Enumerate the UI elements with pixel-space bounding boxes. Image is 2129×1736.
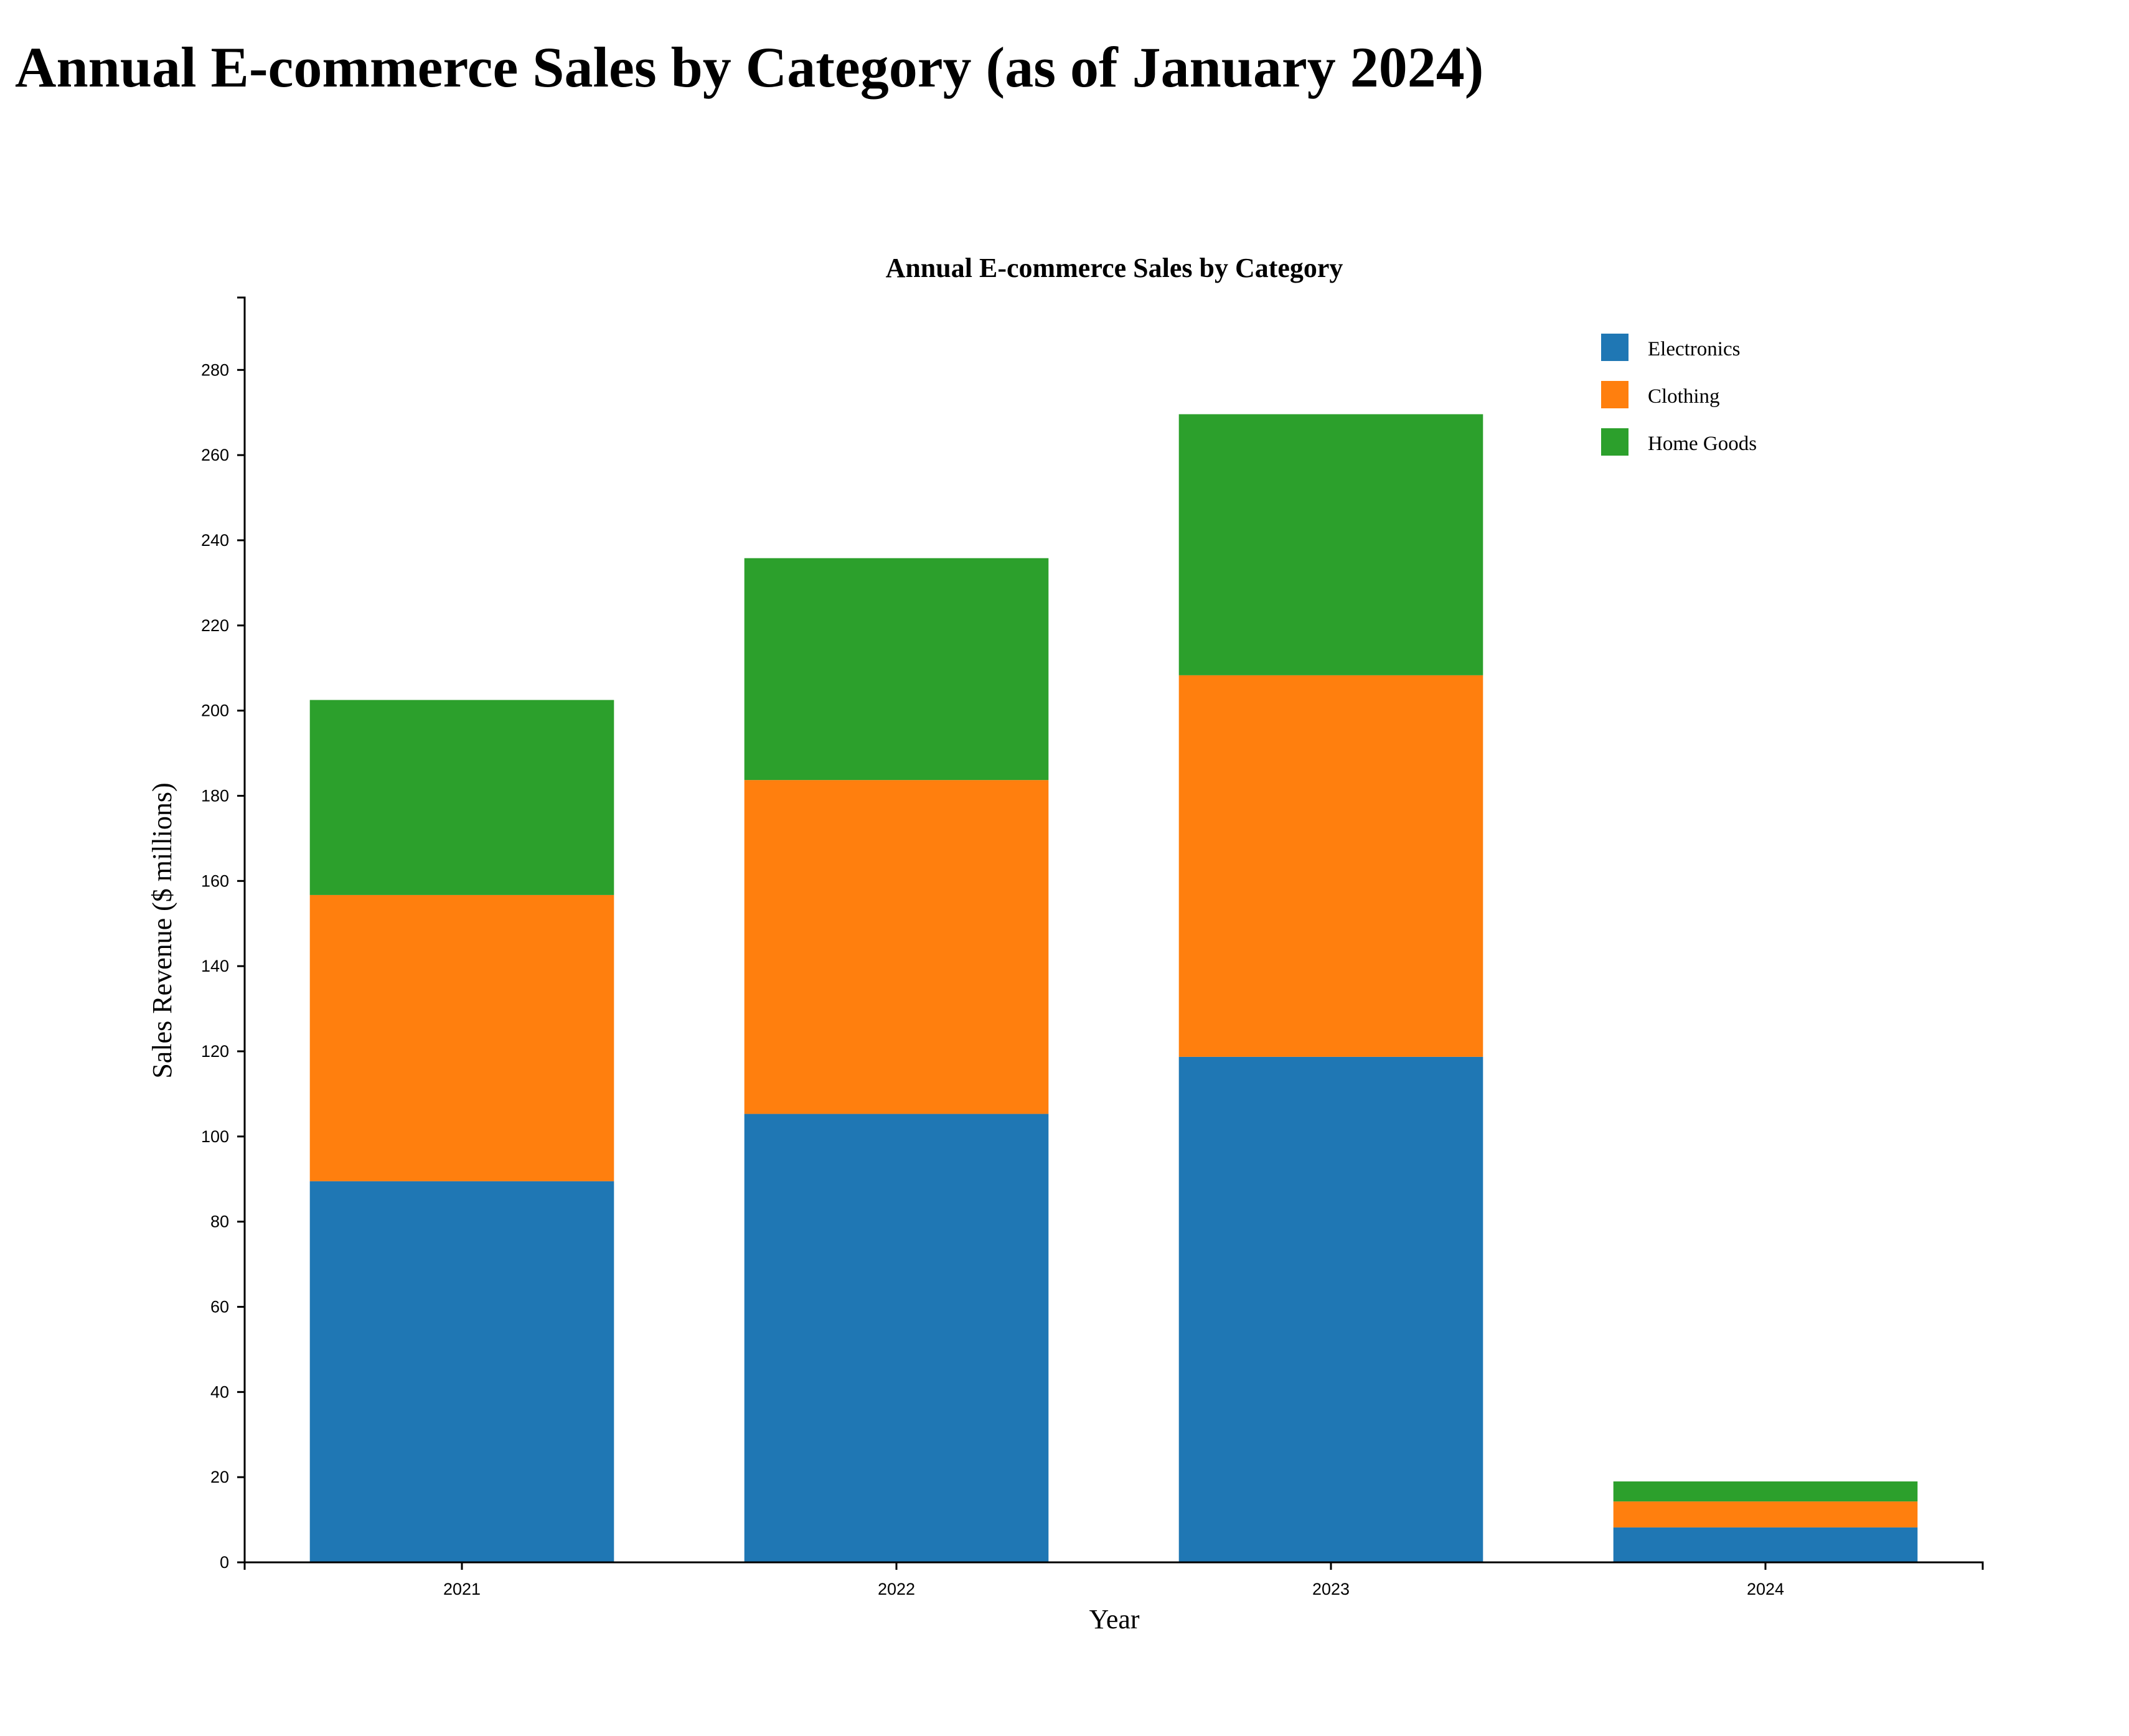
chart-title: Annual E-commerce Sales by Category — [886, 253, 1343, 283]
bar-segment-2022-electronics — [744, 1114, 1049, 1562]
y-axis-line — [237, 296, 246, 1564]
x-tick-label: 2021 — [443, 1580, 481, 1598]
bar-segment-2023-clothing — [1178, 675, 1483, 1057]
page-heading: Annual E-commerce Sales by Category (as … — [15, 35, 1484, 99]
y-tick-label: 240 — [201, 531, 229, 550]
legend-swatch — [1601, 428, 1628, 456]
x-tick-label: 2023 — [1312, 1580, 1350, 1598]
x-axis-line — [243, 1561, 1984, 1570]
bar-segment-2022-clothing — [744, 780, 1049, 1114]
bar-segment-2024-home-goods — [1613, 1481, 1918, 1502]
x-axis-label: Year — [1089, 1604, 1139, 1635]
bar-segment-2021-clothing — [309, 894, 614, 1181]
legend-item-electronics: Electronics — [1601, 334, 1740, 361]
y-tick-label: 280 — [201, 360, 229, 379]
y-tick-label: 80 — [210, 1213, 229, 1231]
y-tick-label: 180 — [201, 786, 229, 805]
y-axis-label: Sales Revenue ($ millions) — [147, 782, 177, 1078]
bar-segment-2021-electronics — [309, 1181, 614, 1562]
y-tick-label: 60 — [210, 1297, 229, 1316]
legend: Electronics Clothing Home Goods — [1601, 334, 1757, 456]
bar-segment-2023-electronics — [1178, 1056, 1483, 1562]
legend-label: Clothing — [1648, 385, 1720, 408]
axes-layer: 0 20 40 60 80 100 120 140 160 180 200 220 240 260 280 2… — [201, 296, 1984, 1598]
legend-item-clothing: Clothing — [1601, 381, 1720, 408]
bar-segment-2022-home-goods — [744, 558, 1049, 781]
bar-segment-2024-electronics — [1613, 1527, 1918, 1562]
y-tick-label: 0 — [220, 1553, 229, 1572]
bar-segment-2024-clothing — [1613, 1501, 1918, 1527]
bars-layer — [309, 414, 1918, 1562]
legend-swatch — [1601, 334, 1628, 361]
legend-swatch — [1601, 381, 1628, 408]
x-tick-label: 2022 — [878, 1580, 915, 1598]
y-tick-label: 20 — [210, 1468, 229, 1486]
y-tick-label: 100 — [201, 1127, 229, 1146]
y-tick-label: 220 — [201, 616, 229, 635]
bar-segment-2023-home-goods — [1178, 414, 1483, 675]
y-tick-label: 120 — [201, 1042, 229, 1061]
y-tick-label: 160 — [201, 871, 229, 890]
legend-label: Home Goods — [1648, 433, 1757, 455]
bar-segment-2021-home-goods — [309, 700, 614, 895]
y-tick-label: 200 — [201, 701, 229, 720]
x-tick-label: 2024 — [1747, 1580, 1784, 1598]
y-tick-label: 40 — [210, 1382, 229, 1401]
legend-label: Electronics — [1648, 338, 1740, 360]
y-tick-label: 140 — [201, 957, 229, 975]
legend-item-home-goods: Home Goods — [1601, 428, 1757, 456]
y-tick-label: 260 — [201, 446, 229, 464]
